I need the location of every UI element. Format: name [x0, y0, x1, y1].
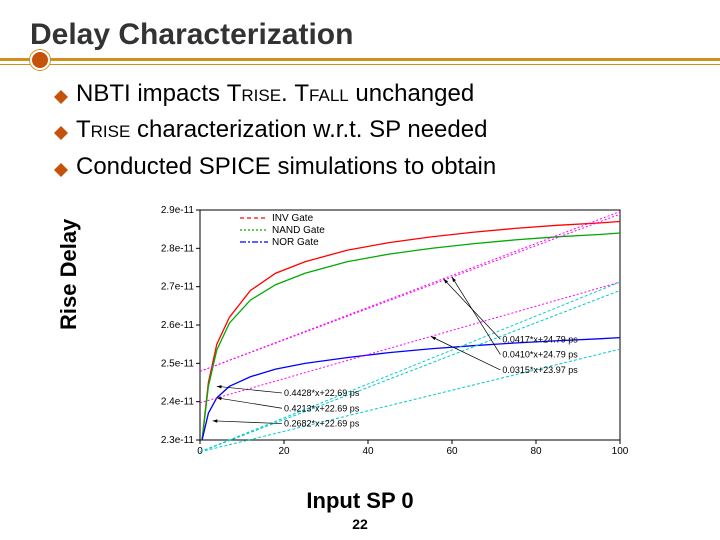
svg-text:2.6e-11: 2.6e-11 [161, 320, 195, 331]
x-axis-label: Input SP 0 [0, 488, 720, 514]
accent-line-thin [0, 64, 720, 65]
y-axis-label: Rise Delay [56, 219, 82, 330]
accent-line [0, 58, 720, 61]
svg-text:2.8e-11: 2.8e-11 [161, 243, 195, 254]
svg-text:0.4428*x+22.69 ps: 0.4428*x+22.69 ps [284, 388, 360, 398]
slide: Delay Characterization NBTI impacts Tris… [0, 0, 720, 540]
bullet-item: NBTI impacts Trise. Tfall unchanged [54, 78, 700, 110]
bullet-list: NBTI impacts Trise. Tfall unchanged Tris… [54, 78, 700, 187]
svg-text:0.2682*x+22.69 ps: 0.2682*x+22.69 ps [284, 419, 360, 429]
svg-text:0.4213*x+22.69 ps: 0.4213*x+22.69 ps [284, 403, 360, 413]
svg-text:INV Gate: INV Gate [272, 213, 314, 224]
title-band: Delay Characterization [0, 18, 720, 62]
svg-text:0.0410*x+24.79 ps: 0.0410*x+24.79 ps [502, 350, 578, 360]
svg-text:0.0315*x+23.97 ps: 0.0315*x+23.97 ps [502, 365, 578, 375]
svg-text:2.9e-11: 2.9e-11 [161, 205, 195, 216]
svg-text:NAND Gate: NAND Gate [272, 225, 325, 236]
svg-text:NOR Gate: NOR Gate [272, 237, 319, 248]
diamond-icon [54, 90, 68, 104]
bullet-item: Conducted SPICE simulations to obtain [54, 151, 700, 183]
slide-title: Delay Characterization [30, 18, 353, 52]
bullet-text: Trise characterization w.r.t. SP needed [76, 114, 487, 146]
svg-text:0.0417*x+24.79 ps: 0.0417*x+24.79 ps [502, 334, 578, 344]
logo-icon [30, 50, 50, 70]
bullet-text: NBTI impacts Trise. Tfall unchanged [76, 78, 474, 110]
svg-text:2.4e-11: 2.4e-11 [161, 397, 195, 408]
chart-svg: 0204060801002.3e-112.4e-112.5e-112.6e-11… [120, 200, 640, 480]
svg-text:100: 100 [612, 446, 629, 457]
bullet-text: Conducted SPICE simulations to obtain [76, 151, 496, 183]
chart: 0204060801002.3e-112.4e-112.5e-112.6e-11… [120, 200, 640, 480]
svg-text:2.7e-11: 2.7e-11 [161, 282, 195, 293]
svg-text:2.5e-11: 2.5e-11 [161, 358, 195, 369]
svg-text:20: 20 [278, 446, 290, 457]
svg-text:2.3e-11: 2.3e-11 [161, 435, 195, 446]
bullet-item: Trise characterization w.r.t. SP needed [54, 114, 700, 146]
svg-text:60: 60 [446, 446, 458, 457]
svg-text:40: 40 [362, 446, 374, 457]
page-number: 22 [0, 516, 720, 532]
diamond-icon [54, 126, 68, 140]
svg-text:80: 80 [530, 446, 542, 457]
diamond-icon [54, 163, 68, 177]
